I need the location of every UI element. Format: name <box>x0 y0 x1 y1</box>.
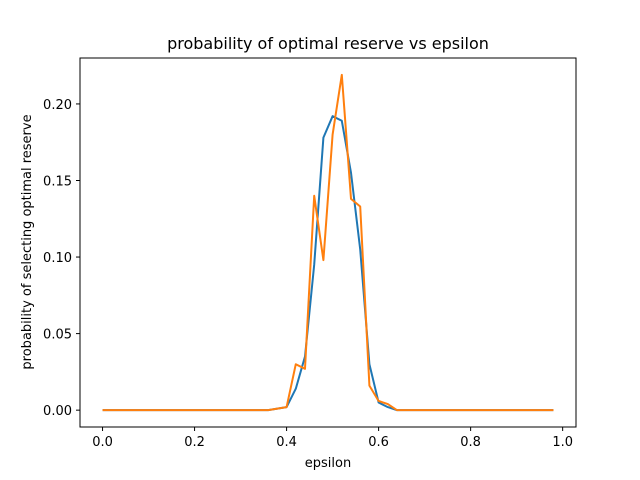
x-tick-label: 1.0 <box>552 435 573 450</box>
y-tick-label: 0.15 <box>43 174 72 189</box>
series-line-2 <box>102 73 554 412</box>
y-tick-label: 0.05 <box>43 328 72 343</box>
axes-frame <box>79 57 577 428</box>
x-tick-label: 0.2 <box>184 435 205 450</box>
x-tick-label: 0.6 <box>368 435 389 450</box>
x-tick-label: 0.0 <box>92 435 113 450</box>
x-tick-label: 0.4 <box>276 435 297 450</box>
y-axis-label: probability of selecting optimal reserve <box>20 114 35 369</box>
y-tick-label: 0.10 <box>43 251 72 266</box>
chart-title: probability of optimal reserve vs epsilo… <box>167 34 489 53</box>
y-tick-label: 0.20 <box>43 98 72 113</box>
plot-area: 0.0 0.2 0.4 0.6 0.8 1.0 0.00 0.05 0.10 0.15 0.20 <box>43 57 577 450</box>
x-axis-label: epsilon <box>305 456 351 471</box>
y-tick-label: 0.00 <box>43 404 72 419</box>
x-tick-label: 0.8 <box>460 435 481 450</box>
